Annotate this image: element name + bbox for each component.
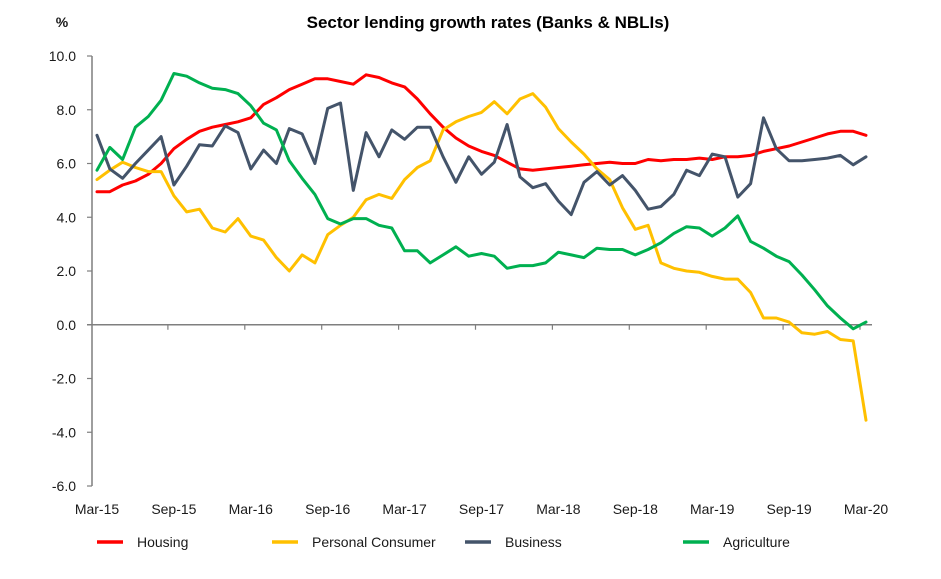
y-tick-label: 2.0 [57, 263, 77, 279]
x-tick-label: Mar-18 [536, 501, 581, 517]
legend-item-agriculture: Agriculture [683, 534, 790, 550]
legend-item-business: Business [465, 534, 562, 550]
x-tick-label: Mar-15 [75, 501, 120, 517]
y-tick-label: 0.0 [57, 317, 77, 333]
series-line-personal-consumer [95, 92, 868, 422]
legend-label: Housing [137, 534, 188, 550]
legend-label: Agriculture [723, 534, 790, 550]
series-line-business [95, 101, 868, 217]
x-axis: Mar-15 Sep-15 Mar-16 Sep-16 Mar-17 Sep-17 Mar-… [75, 324, 889, 517]
x-tick-label: Mar-19 [690, 501, 735, 517]
legend-item-housing: Housing [97, 534, 188, 550]
series-layer [95, 72, 868, 422]
legend-label: Personal Consumer [312, 534, 436, 550]
y-tick-label: 6.0 [57, 156, 77, 172]
y-tick-label: 4.0 [57, 209, 77, 225]
y-axis-unit-label: % [56, 14, 69, 30]
legend: Housing Personal Consumer Business Agricult… [97, 534, 790, 550]
x-tick-label: Sep-16 [305, 501, 350, 517]
legend-item-personal-consumer: Personal Consumer [272, 534, 436, 550]
x-tick-label: Mar-17 [382, 501, 427, 517]
y-tick-label: 10.0 [49, 48, 76, 64]
legend-label: Business [505, 534, 562, 550]
chart-title: Sector lending growth rates (Banks & NBL… [307, 13, 670, 32]
y-axis: 10.0 8.0 6.0 4.0 2.0 0.0 -2.0 -4.0 -6.0 [49, 48, 93, 494]
y-tick-label: -4.0 [52, 424, 76, 440]
y-tick-label: -6.0 [52, 478, 76, 494]
x-tick-label: Sep-17 [459, 501, 504, 517]
x-tick-label: Mar-16 [229, 501, 274, 517]
x-tick-label: Sep-15 [151, 501, 196, 517]
series-line-agriculture [95, 72, 868, 331]
x-tick-label: Sep-18 [613, 501, 658, 517]
x-tick-label: Mar-20 [844, 501, 889, 517]
y-tick-label: -2.0 [52, 371, 76, 387]
y-tick-label: 8.0 [57, 102, 77, 118]
x-tick-label: Sep-19 [767, 501, 812, 517]
